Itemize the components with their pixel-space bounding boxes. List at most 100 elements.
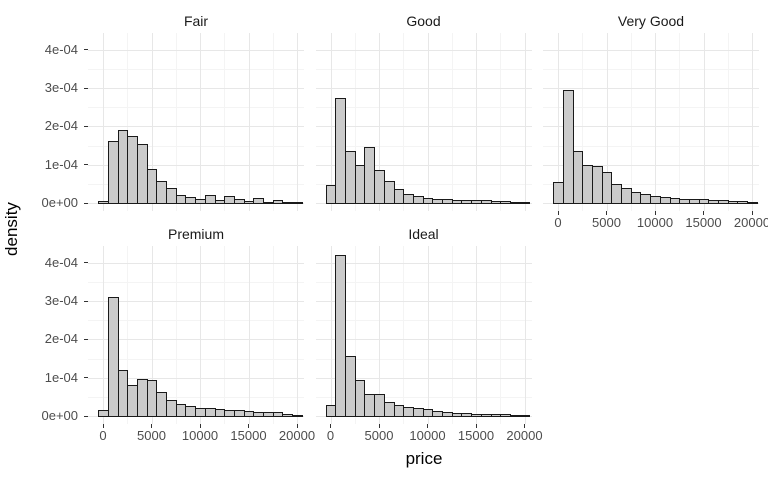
y-axis-tick [84,202,88,204]
facet-panel [88,33,304,211]
x-axis-tick [654,211,656,215]
facet-title: Fair [183,13,209,29]
x-tick-label: 20000 [506,428,543,443]
gridline-minor [88,145,304,147]
y-axis-title: density [2,202,21,256]
gridline-major [315,126,532,128]
x-axis-tick [296,424,298,428]
gridline-major [248,33,250,211]
gridline-major [655,33,656,211]
gridline-major [88,88,304,90]
gridline-major [151,246,153,424]
gridline-major [476,246,477,424]
x-axis-tick [248,424,249,428]
histogram-bar [253,198,265,204]
gridline-minor [224,246,226,424]
y-axis-tick [84,164,88,166]
y-tick-label: 4e-04 [44,41,78,57]
gridline-minor [543,145,759,147]
gridline-major [427,246,429,424]
gridline-major [88,339,304,341]
gridline-minor [500,246,502,424]
y-axis-tick [84,87,88,89]
gridline-major [543,126,759,128]
y-tick-label: 3e-04 [44,293,78,309]
x-tick-label: 20000 [278,428,316,443]
gridline-major [88,377,304,379]
x-axis-tick [151,424,152,428]
histogram-bar [292,201,303,204]
histogram-bar [292,414,303,417]
y-axis-tick [84,125,88,127]
gridline-minor [543,68,759,70]
facet-panel [88,246,304,424]
histogram-bar [519,414,531,417]
x-axis-title: price [405,449,443,468]
gridline-major [315,88,532,90]
x-tick-label: 20000 [733,215,768,230]
x-tick-label: 15000 [457,428,495,443]
x-axis-tick [606,211,607,215]
x-tick-label: 0 [554,215,562,230]
facet-title: Ideal [408,226,439,242]
y-tick-label: 4e-04 [44,254,78,270]
facet-title: Very Good [617,13,685,29]
gridline-major [524,246,526,424]
gridline-minor [679,33,681,211]
x-tick-label: 10000 [181,428,219,443]
gridline-minor [315,396,532,398]
gridline-minor [727,33,729,211]
gridline-major [88,49,304,51]
x-tick-label: 10000 [409,428,446,443]
gridline-major [88,164,304,166]
gridline-minor [354,33,356,211]
histogram-bar [519,201,531,204]
gridline-major [315,49,532,51]
y-tick-label: 1e-04 [44,369,78,385]
gridline-minor [315,358,532,360]
y-tick-label: 0e+00 [41,408,78,423]
gridline-minor [451,246,453,424]
y-axis-tick [84,415,88,417]
gridline-major [248,246,250,424]
x-axis-tick [751,211,753,215]
gridline-minor [127,246,129,424]
x-tick-label: 5000 [137,428,166,443]
y-tick-label: 2e-04 [44,118,78,134]
gridline-major [476,33,477,211]
gridline-major [379,33,380,211]
y-axis-tick [84,377,88,379]
x-tick-label: 5000 [592,215,621,230]
histogram-bar [335,98,347,204]
gridline-minor [315,145,532,147]
x-axis-tick [475,424,477,428]
gridline-minor [403,246,405,424]
gridline-major [103,246,104,424]
gridline-minor [500,33,502,211]
x-axis-tick [199,424,201,428]
gridline-minor [451,33,453,211]
x-tick-label: 15000 [685,215,722,230]
gridline-minor [272,33,274,211]
gridline-major [315,301,532,303]
y-axis-tick [84,300,88,302]
gridline-minor [315,183,532,185]
gridline-minor [582,33,584,211]
x-axis-tick [557,211,559,215]
gridline-major [315,262,532,264]
gridline-minor [175,246,177,424]
gridline-major [752,33,753,211]
gridline-major [315,339,532,341]
gridline-major [330,246,332,424]
y-tick-label: 1e-04 [44,156,78,172]
x-tick-label: 10000 [636,215,674,230]
gridline-major [88,262,304,264]
gridline-major [427,33,429,211]
gridline-minor [354,246,356,424]
facet-title: Premium [167,226,224,242]
gridline-minor [88,358,304,360]
gridline-major [524,33,526,211]
gridline-minor [88,320,304,322]
gridline-minor [315,320,532,322]
